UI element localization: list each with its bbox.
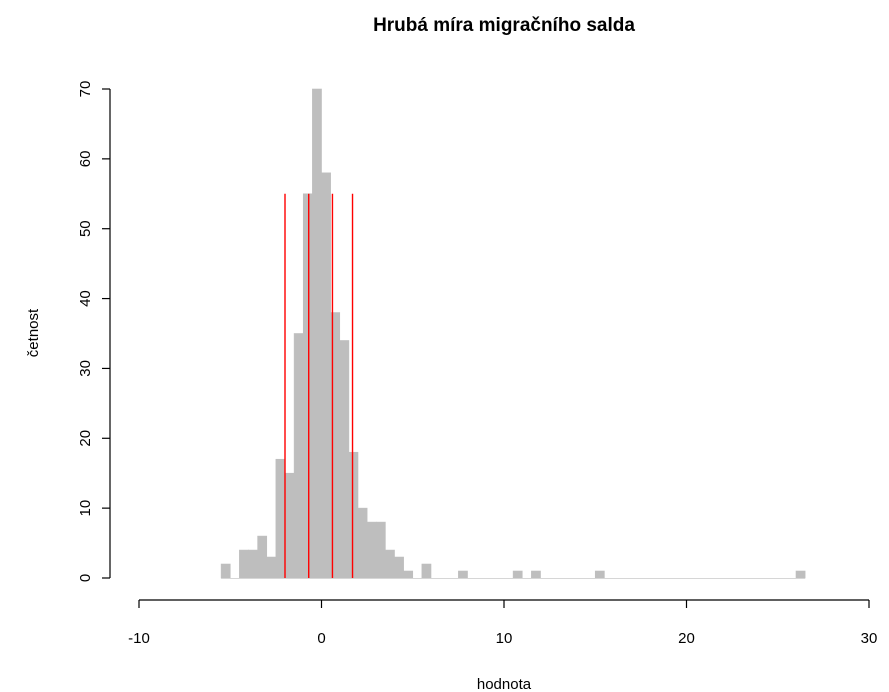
histogram-bar [512, 570, 523, 579]
x-tick-label: 10 [496, 630, 513, 647]
y-tick-label: 20 [77, 430, 94, 447]
y-tick-label: 60 [77, 151, 94, 168]
histogram-bar [366, 521, 377, 579]
histogram-bar [594, 570, 605, 579]
y-tick-label: 70 [77, 81, 94, 98]
histogram-bar [394, 556, 404, 579]
histogram-bar [220, 563, 231, 579]
histogram-bar [421, 563, 432, 579]
y-axis-label: četnost [25, 308, 42, 357]
x-tick-label: 20 [678, 630, 695, 647]
y-tick-label: 40 [77, 290, 94, 307]
y-tick-label: 50 [77, 220, 94, 237]
histogram-bar [321, 172, 331, 579]
histogram-bar [284, 472, 295, 579]
y-tick-label: 30 [77, 360, 94, 377]
x-axis-label: hodnota [477, 676, 532, 692]
bars-layer [220, 88, 806, 579]
chart-title: Hrubá míra migračního salda [373, 15, 635, 36]
histogram-bar [403, 570, 414, 579]
histogram-bar [795, 570, 806, 579]
histogram-bar [458, 570, 468, 579]
histogram-bar [312, 88, 322, 579]
y-tick-label: 0 [77, 574, 94, 582]
histogram-bar [375, 521, 386, 579]
y-tick-label: 10 [77, 500, 94, 517]
histogram-bar [357, 507, 368, 579]
x-tick-label: 30 [861, 630, 878, 647]
histogram-bar [275, 458, 286, 579]
histogram-bar [531, 570, 541, 579]
histogram-bar [293, 333, 304, 579]
histogram-bar [239, 549, 249, 579]
histogram-bar [302, 193, 313, 579]
histogram-bar [266, 556, 277, 579]
x-tick-label: 0 [317, 630, 325, 647]
histogram-bar [339, 340, 350, 579]
histogram-bar [257, 535, 268, 579]
reference-lines-layer [284, 193, 354, 578]
histogram-bar [248, 549, 258, 579]
histogram-bar [385, 549, 395, 579]
x-axis: -10 0 10 20 30 [128, 599, 878, 647]
histogram-bar [348, 451, 359, 579]
y-axis: 0 10 20 30 40 50 60 70 [77, 81, 111, 582]
x-tick-label: -10 [128, 630, 150, 647]
